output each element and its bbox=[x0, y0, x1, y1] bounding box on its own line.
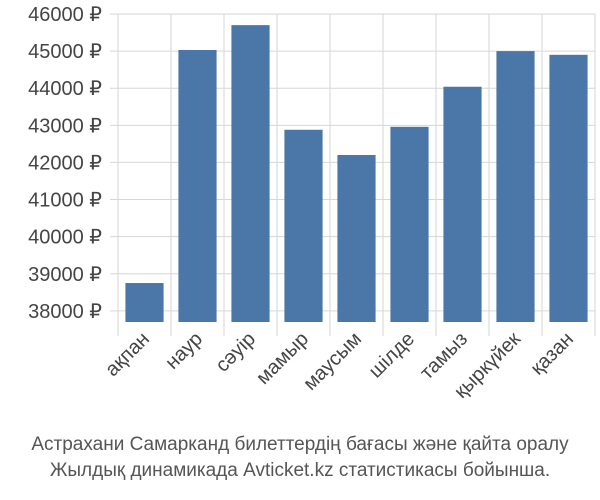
y-tick-label: 42000 ₽ bbox=[28, 152, 102, 174]
caption-line-1: Астрахани Самарканд билеттердің бағасы ж… bbox=[31, 434, 569, 455]
y-tick-label: 43000 ₽ bbox=[28, 115, 102, 137]
y-tick-label: 45000 ₽ bbox=[28, 41, 102, 63]
bar bbox=[231, 25, 270, 322]
y-tick-label: 38000 ₽ bbox=[28, 301, 102, 323]
x-tick-label: ақпан bbox=[101, 328, 154, 381]
bar bbox=[337, 155, 376, 322]
bar bbox=[496, 51, 535, 323]
bar bbox=[284, 129, 323, 322]
x-tick-label: маусым bbox=[299, 328, 366, 395]
y-tick-label: 44000 ₽ bbox=[28, 78, 102, 100]
y-tick-label: 40000 ₽ bbox=[28, 227, 102, 249]
y-tick-label: 41000 ₽ bbox=[28, 190, 102, 212]
bar bbox=[443, 86, 482, 322]
bar bbox=[390, 126, 429, 323]
x-tick-label: шілде bbox=[365, 328, 419, 382]
y-tick-label: 39000 ₽ bbox=[28, 264, 102, 286]
bar bbox=[125, 283, 164, 322]
bar bbox=[549, 54, 588, 323]
x-tick-label: сәуір bbox=[211, 328, 260, 377]
caption-line-2: Жылдық динамикада Avticket.kz статистика… bbox=[49, 460, 551, 481]
x-tick-label: қазан bbox=[526, 328, 578, 380]
bar-chart: 38000 ₽ 39000 ₽ 40000 ₽ 41000 ₽ 42000 ₽ 43000… bbox=[28, 4, 596, 403]
y-tick-label: 46000 ₽ bbox=[28, 4, 102, 26]
x-tick-label: наур bbox=[161, 328, 207, 374]
bar bbox=[178, 49, 217, 323]
